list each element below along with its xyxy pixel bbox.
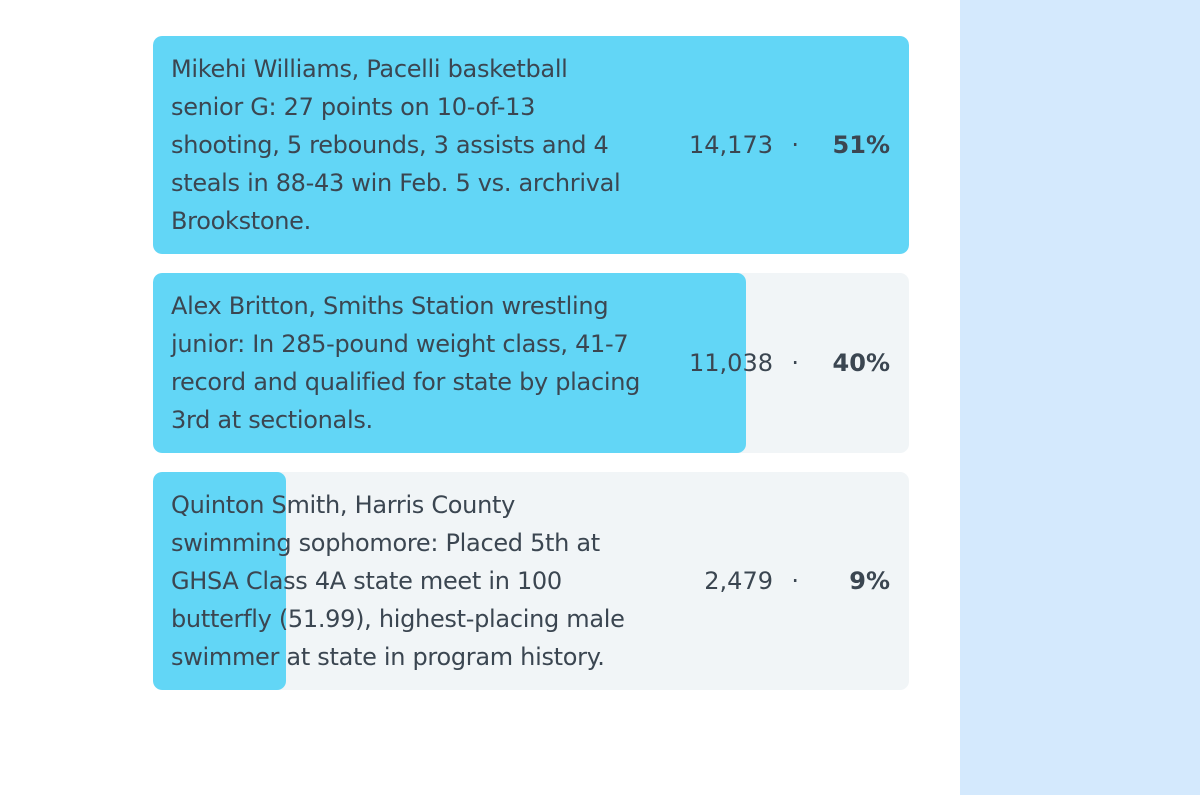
vote-percent: 51% — [832, 131, 890, 159]
vote-percent: 9% — [849, 567, 890, 595]
result-bar — [153, 472, 287, 690]
poll-option: Quinton Smith, Harris County swimming so… — [153, 472, 909, 690]
result-bar — [153, 273, 746, 453]
option-label: Mikehi Williams, Pacelli basketball seni… — [171, 55, 621, 235]
poll-option: Mikehi Williams, Pacelli basketball seni… — [153, 36, 909, 254]
vote-percent: 40% — [832, 349, 890, 377]
vote-count: 14,173 — [689, 131, 773, 159]
vote-count: 2,479 — [704, 567, 773, 595]
separator: · — [791, 567, 799, 595]
option-label: Alex Britton, Smiths Station wrestling j… — [171, 292, 641, 434]
side-panel — [960, 0, 1200, 795]
option-label: Quinton Smith, Harris County swimming so… — [171, 491, 625, 671]
separator: · — [791, 131, 799, 159]
poll-option: Alex Britton, Smiths Station wrestling j… — [153, 273, 909, 453]
poll-results: Mikehi Williams, Pacelli basketball seni… — [153, 36, 909, 709]
result-bar — [153, 36, 909, 254]
vote-count: 11,038 — [689, 349, 773, 377]
separator: · — [791, 349, 799, 377]
